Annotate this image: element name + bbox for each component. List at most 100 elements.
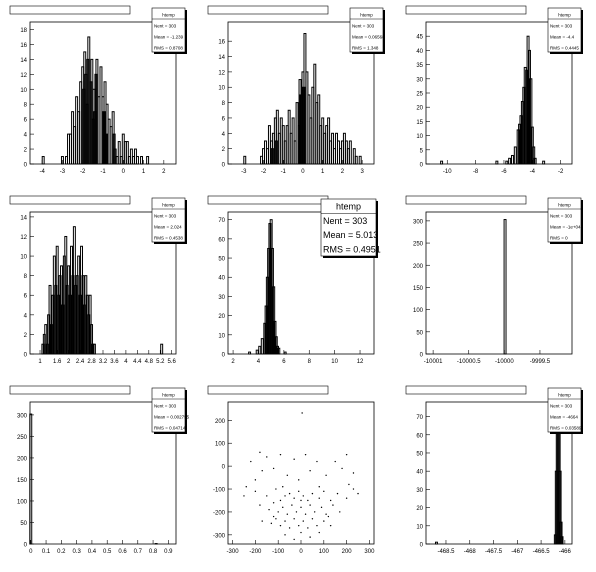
x-tick-label: 0.2 (57, 549, 66, 555)
y-tick-label: 10 (218, 86, 225, 92)
y-tick-label: 4 (24, 313, 28, 319)
scatter-point (304, 453, 307, 456)
scatter-point (259, 504, 261, 506)
x-tick-label: 200 (342, 549, 353, 555)
y-tick-label: 300 (413, 219, 424, 225)
scatter-point (259, 451, 261, 454)
y-tick-label: 8 (24, 103, 28, 109)
scatter-point (243, 495, 245, 497)
scatter-point (352, 488, 355, 490)
plot-frame (425, 211, 573, 355)
x-tick-label: 1 (142, 169, 146, 175)
y-tick-label: 100 (413, 308, 424, 314)
scatter-point (323, 520, 325, 522)
scatter-point (313, 511, 316, 513)
hist-bin (510, 154, 514, 165)
x-tick-label: 3.2 (99, 359, 108, 365)
plot-frame (425, 401, 573, 545)
x-tick-label: 0 (29, 549, 33, 555)
stats-line: RMS = 0.4951 (323, 244, 381, 254)
scatter-point (272, 467, 275, 470)
x-tick-label: -10 (443, 169, 452, 175)
y-tick-label: 12 (20, 73, 27, 79)
scatter-point (288, 527, 291, 529)
scatter-point (279, 453, 282, 456)
scatter-point (298, 479, 300, 481)
y-tick-label: 16 (218, 40, 225, 46)
x-tick-label: 1 (321, 169, 325, 175)
y-tick-label: 2 (222, 147, 226, 153)
y-tick-label: 2 (24, 148, 28, 154)
stats-title: htemp (360, 12, 373, 17)
x-tick-label: 10 (331, 359, 338, 365)
x-tick-label: 0.8 (149, 549, 158, 555)
scatter-point (261, 520, 263, 522)
x-tick-label: 12 (357, 359, 364, 365)
x-tick-label: 3.6 (110, 359, 119, 365)
x-tick-label: 2 (67, 359, 71, 365)
y-tick-label: 0 (222, 163, 226, 169)
hist-bin (560, 536, 564, 545)
x-tick-label: -1 (100, 169, 106, 175)
scatter-point (311, 518, 314, 520)
stats-line: Nent = 303 (154, 403, 177, 408)
hist-bin (533, 157, 537, 165)
x-tick-label: -4 (39, 169, 45, 175)
scatter-point (348, 483, 350, 486)
stats-line: RMS = 0.4538 (154, 235, 183, 240)
stats-line: Nent = 303 (550, 403, 573, 408)
scatter-point (268, 508, 270, 511)
scatter-point (332, 504, 334, 506)
hist-bin (248, 351, 252, 355)
stats-line: Mean = 0.06568 (352, 34, 385, 39)
scatter-point (329, 524, 332, 527)
stats-line: Nent = 303 (323, 216, 367, 226)
scatter-point (286, 474, 289, 476)
y-tick-label: 8 (222, 101, 226, 107)
scatter-point (301, 412, 303, 414)
y-tick-label: 50 (416, 330, 423, 336)
y-tick-label: 10 (20, 88, 27, 94)
x-tick-label: 2 (341, 169, 345, 175)
hist-bin (140, 156, 144, 165)
title-box (405, 195, 527, 205)
y-tick-label: 6 (24, 118, 28, 124)
stats-line: RMS = 0.04714 (154, 425, 186, 430)
scatter-point (284, 495, 286, 497)
title-box (207, 5, 329, 15)
hist-bin (277, 347, 281, 355)
scatter-point (270, 522, 273, 525)
stats-line: RMS = 0 (550, 235, 568, 240)
scatter-point (345, 497, 348, 499)
y-tick-label: 16 (20, 43, 27, 49)
y-tick-label: 10 (218, 333, 225, 339)
y-tick-label: 2 (24, 333, 28, 339)
y-tick-label: 0 (222, 465, 226, 471)
scatter-point (254, 479, 257, 481)
stats-line: Mean = -4.4 (550, 34, 575, 39)
scatter-point (298, 524, 300, 527)
stats-title: htemp (162, 392, 175, 397)
y-tick-label: 200 (17, 456, 28, 462)
x-tick-label: -4 (530, 169, 536, 175)
x-tick-label: -3 (241, 169, 247, 175)
scatter-point (345, 453, 348, 456)
x-tick-label: -466.5 (533, 549, 551, 555)
x-tick-label: 2 (162, 169, 166, 175)
x-tick-label: -2 (80, 169, 86, 175)
x-tick-label: 3 (360, 169, 364, 175)
x-tick-label: -6 (501, 169, 507, 175)
y-tick-label: 200 (215, 419, 226, 425)
hist-bin (92, 343, 96, 355)
x-tick-label: -467.5 (485, 549, 503, 555)
stats-box (547, 197, 582, 243)
scatter-point (336, 492, 339, 495)
x-tick-label: 0 (301, 169, 305, 175)
y-tick-label: 250 (413, 242, 424, 248)
scatter-point (293, 538, 295, 541)
x-tick-label: 0.1 (42, 549, 51, 555)
hist-bin (495, 160, 499, 165)
scatter-point (288, 492, 291, 495)
x-tick-label: -467 (511, 549, 524, 555)
stats-box (349, 7, 384, 53)
